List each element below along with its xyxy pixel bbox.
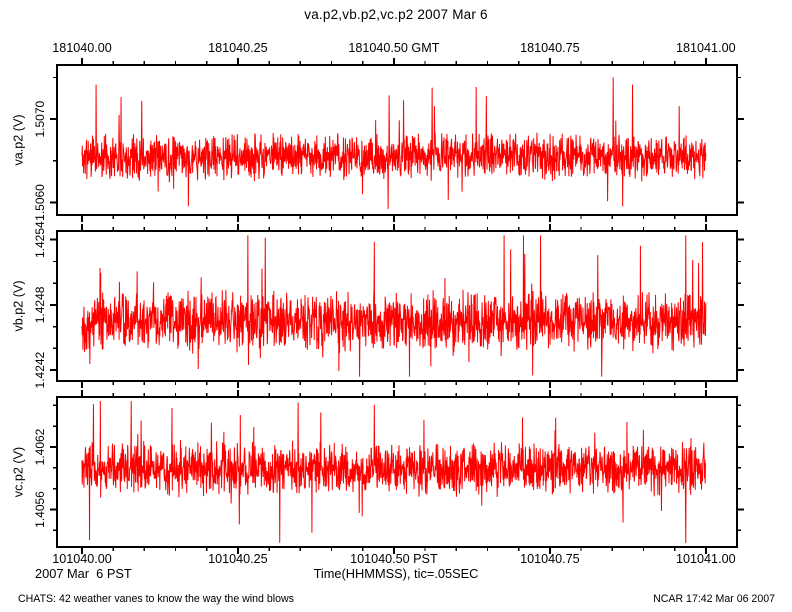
svg-text:101040.50 PST: 101040.50 PST: [350, 552, 438, 566]
svg-text:1.4062: 1.4062: [33, 428, 47, 465]
svg-text:181040.00: 181040.00: [52, 41, 112, 55]
svg-text:vc.p2 (V): vc.p2 (V): [11, 447, 25, 497]
svg-text:va.p2 (V): va.p2 (V): [11, 114, 25, 165]
page-title: va.p2,vb.p2,vc.p2 2007 Mar 6: [304, 7, 488, 22]
project-footnote: CHATS: 42 weather vanes to know the way …: [18, 593, 294, 605]
svg-text:1.5060: 1.5060: [33, 184, 47, 221]
credit-footnote: NCAR 17:42 Mar 06 2007: [653, 593, 775, 605]
svg-text:181041.00: 181041.00: [676, 41, 736, 55]
date-pst-label: 2007 Mar 6 PST: [35, 566, 132, 581]
svg-text:181040.75: 181040.75: [520, 41, 580, 55]
svg-text:101041.00: 101041.00: [676, 552, 736, 566]
svg-text:181040.25: 181040.25: [208, 41, 268, 55]
svg-text:1.4056: 1.4056: [33, 491, 47, 528]
svg-text:101040.75: 101040.75: [520, 552, 580, 566]
svg-text:1.5070: 1.5070: [33, 100, 47, 137]
svg-text:101040.25: 101040.25: [208, 552, 268, 566]
svg-text:1.4242: 1.4242: [33, 351, 47, 388]
svg-text:1.4248: 1.4248: [33, 286, 47, 323]
x-axis-title: Time(HHMMSS), tic=.05SEC: [313, 566, 479, 581]
svg-text:1.4254: 1.4254: [33, 221, 47, 258]
svg-text:vb.p2 (V): vb.p2 (V): [11, 280, 25, 331]
svg-text:101040.00: 101040.00: [52, 552, 112, 566]
svg-text:181040.50 GMT: 181040.50 GMT: [348, 41, 439, 55]
